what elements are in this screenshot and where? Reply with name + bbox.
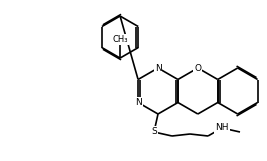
Text: S: S [151, 128, 157, 137]
Text: O: O [194, 63, 201, 72]
Text: CH₃: CH₃ [112, 35, 128, 44]
Text: N: N [155, 63, 161, 72]
Text: N: N [135, 98, 142, 107]
Text: NH: NH [215, 123, 229, 133]
